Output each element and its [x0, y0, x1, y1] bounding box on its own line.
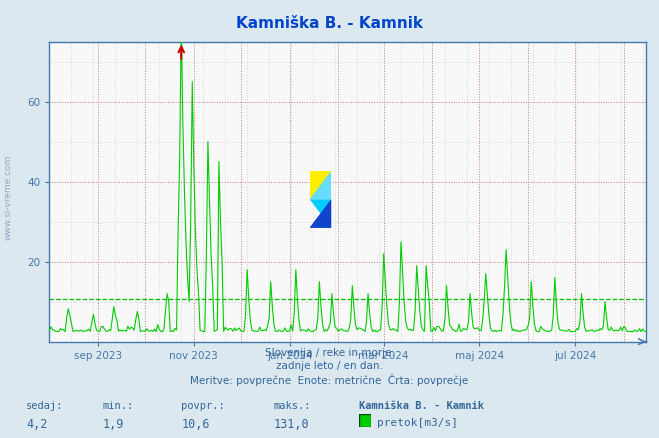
Text: pretok[m3/s]: pretok[m3/s]	[377, 418, 458, 428]
Text: 4,2: 4,2	[26, 418, 47, 431]
Polygon shape	[310, 199, 331, 214]
Text: Kamniška B. - Kamnik: Kamniška B. - Kamnik	[236, 16, 423, 31]
Text: Slovenija / reke in morje.: Slovenija / reke in morje.	[264, 348, 395, 358]
Text: 10,6: 10,6	[181, 418, 210, 431]
Text: povpr.:: povpr.:	[181, 401, 225, 411]
Bar	[310, 171, 331, 199]
Text: min.:: min.:	[102, 401, 133, 411]
Text: Kamniška B. - Kamnik: Kamniška B. - Kamnik	[359, 401, 484, 411]
Text: 1,9: 1,9	[102, 418, 123, 431]
Text: sedaj:: sedaj:	[26, 401, 64, 411]
Text: zadnje leto / en dan.: zadnje leto / en dan.	[276, 361, 383, 371]
Text: 131,0: 131,0	[273, 418, 309, 431]
Text: maks.:: maks.:	[273, 401, 311, 411]
Polygon shape	[310, 199, 331, 228]
Polygon shape	[310, 171, 331, 199]
Polygon shape	[310, 199, 331, 228]
Text: Meritve: povprečne  Enote: metrične  Črta: povprečje: Meritve: povprečne Enote: metrične Črta:…	[190, 374, 469, 386]
Text: www.si-vreme.com: www.si-vreme.com	[3, 155, 13, 240]
